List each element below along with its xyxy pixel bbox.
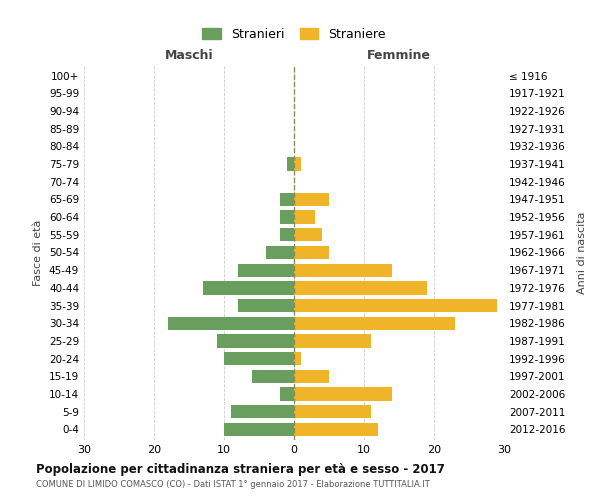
Bar (231, 405, 294, 418)
Bar (224, 423, 294, 436)
Bar (294, 352, 301, 366)
Bar (294, 228, 322, 241)
Bar (252, 370, 294, 383)
Bar (294, 210, 315, 224)
Y-axis label: Anni di nascita: Anni di nascita (577, 211, 587, 294)
Bar (217, 334, 294, 347)
Text: COMUNE DI LIMIDO COMASCO (CO) - Dati ISTAT 1° gennaio 2017 - Elaborazione TUTTIT: COMUNE DI LIMIDO COMASCO (CO) - Dati IST… (36, 480, 430, 489)
Bar (266, 246, 294, 259)
Bar (294, 370, 329, 383)
Bar (294, 281, 427, 294)
Bar (287, 158, 294, 170)
Bar (294, 193, 329, 206)
Text: Maschi: Maschi (164, 50, 214, 62)
Bar (203, 281, 294, 294)
Bar (280, 210, 294, 224)
Text: Femmine: Femmine (367, 50, 431, 62)
Bar (294, 334, 371, 347)
Bar (294, 423, 378, 436)
Bar (238, 264, 294, 277)
Bar (294, 388, 392, 400)
Bar (280, 193, 294, 206)
Bar (280, 228, 294, 241)
Bar (294, 158, 301, 170)
Bar (280, 388, 294, 400)
Bar (238, 299, 294, 312)
Bar (294, 316, 455, 330)
Bar (294, 246, 329, 259)
Bar (168, 316, 294, 330)
Bar (224, 352, 294, 366)
Legend: Stranieri, Straniere: Stranieri, Straniere (197, 22, 391, 46)
Bar (294, 299, 497, 312)
Bar (294, 264, 392, 277)
Bar (294, 405, 371, 418)
Y-axis label: Fasce di età: Fasce di età (34, 220, 43, 286)
Text: Popolazione per cittadinanza straniera per età e sesso - 2017: Popolazione per cittadinanza straniera p… (36, 462, 445, 475)
